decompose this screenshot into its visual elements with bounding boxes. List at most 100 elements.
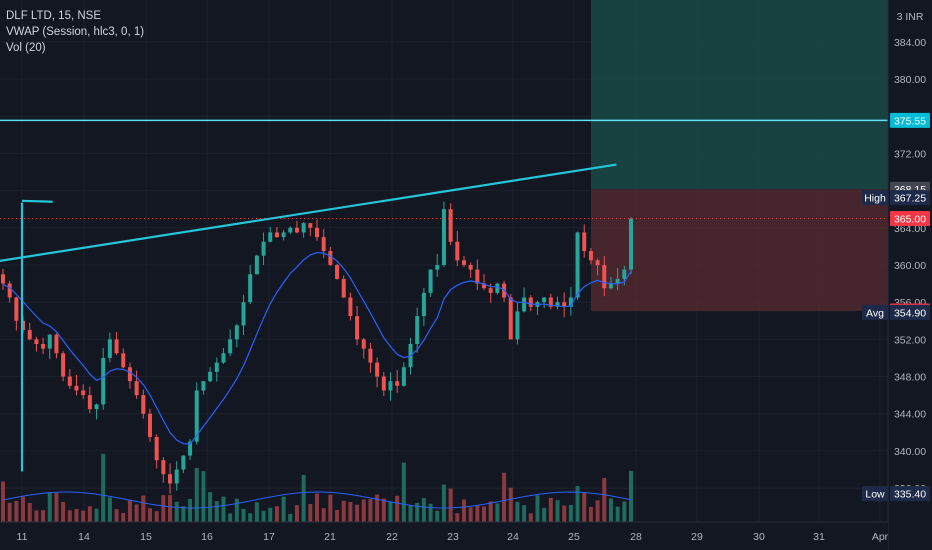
trendline-2[interactable] [21,199,53,203]
volume-bar [21,496,26,522]
candle-body [268,232,273,242]
volume-bar [468,507,473,522]
candle-body [475,269,480,284]
volume-bar [114,509,119,522]
y-tick-label: 360.00 [894,260,926,272]
price-badge-value: 375.55 [894,115,926,127]
candle-body [208,371,213,382]
volume-bar [214,501,219,522]
volume-bar [368,499,373,522]
x-tick-label: 16 [201,531,213,543]
candle-body [181,455,186,470]
candle-body [254,255,259,275]
volume-bar [335,509,340,522]
candle-body [194,390,199,442]
candle-body [94,404,99,410]
volume-bar [254,502,259,522]
candle-body [87,395,92,410]
volume-bar [522,505,527,522]
volume-bar [174,501,179,522]
candle-body [515,311,520,340]
candle-body [147,413,152,437]
position-profit-zone[interactable] [591,0,888,190]
volume-bar [81,510,86,522]
volume-bar [375,494,380,522]
price-badge-value: 354.90 [894,307,926,319]
candle-body [41,344,46,349]
price-axis[interactable] [888,0,932,550]
candle-body [441,209,446,265]
volume-bar [154,511,159,522]
volume-bar [488,501,493,522]
candle-body [575,232,580,298]
volume-bar [395,495,400,522]
candle-body [127,367,132,382]
candle-body [622,269,627,279]
time-axis[interactable] [0,522,888,550]
candle-body [335,264,340,279]
candle-body [228,339,233,354]
legend-symbol[interactable]: DLF LTD, 15, NSE [6,10,102,22]
volume-bar [428,503,433,522]
candle-body [14,297,19,321]
candle-body [455,241,460,261]
legend-vol[interactable]: Vol (20) [6,42,46,54]
candle-body [588,251,593,261]
volume-bar [141,495,146,522]
candle-body [201,381,206,391]
candle-body [401,367,406,386]
position-loss-zone[interactable] [591,189,888,311]
candle-body [361,339,366,349]
candle-body [468,264,473,270]
volume-bar [328,494,333,522]
candle-body [121,353,126,368]
trendline-1[interactable] [0,163,617,262]
volume-bar [67,510,72,522]
volume-bar [341,500,346,522]
volume-bar [588,506,593,522]
volume-bar [415,502,420,522]
candle-body [415,316,420,344]
candle-body [281,232,286,238]
candle-body [67,376,72,386]
candle-body [395,381,400,386]
candle-body [381,376,386,391]
candle-body [34,339,39,344]
volume-bar [301,474,306,522]
candle-body [602,264,607,289]
volume-bar [261,510,266,522]
volume-bar [168,495,173,522]
candle-body [421,292,426,317]
volume-bar [288,513,293,522]
candle-body [328,251,333,265]
candle-body [461,260,466,265]
volume-bar [408,505,413,522]
candle-body [562,302,567,307]
candle-body [488,288,493,293]
candle-body [54,334,59,354]
volume-bar [575,486,580,522]
candle-body [348,297,353,317]
volume-bar [54,492,59,522]
candle-body [522,297,527,312]
volume-bar [622,501,627,522]
candle-body [555,302,560,307]
volume-bar [281,496,286,522]
candle-body [101,357,106,405]
x-tick-label: 31 [813,531,825,543]
volume-bar [555,500,560,522]
candle-body [134,381,139,396]
y-tick-label: 380.00 [894,74,926,86]
candle-body [448,209,453,242]
legend-vwap[interactable]: VWAP (Session, hlc3, 0, 1) [6,26,145,38]
candle-body [355,316,360,340]
y-tick-label: 340.00 [894,446,926,458]
volume-bar [241,508,246,522]
candle-body [542,297,547,303]
badge-avg-tag [862,304,888,320]
volume-bar [161,495,166,522]
volume-bar [542,507,547,522]
candle-body [548,297,553,307]
price-badge [890,112,930,128]
